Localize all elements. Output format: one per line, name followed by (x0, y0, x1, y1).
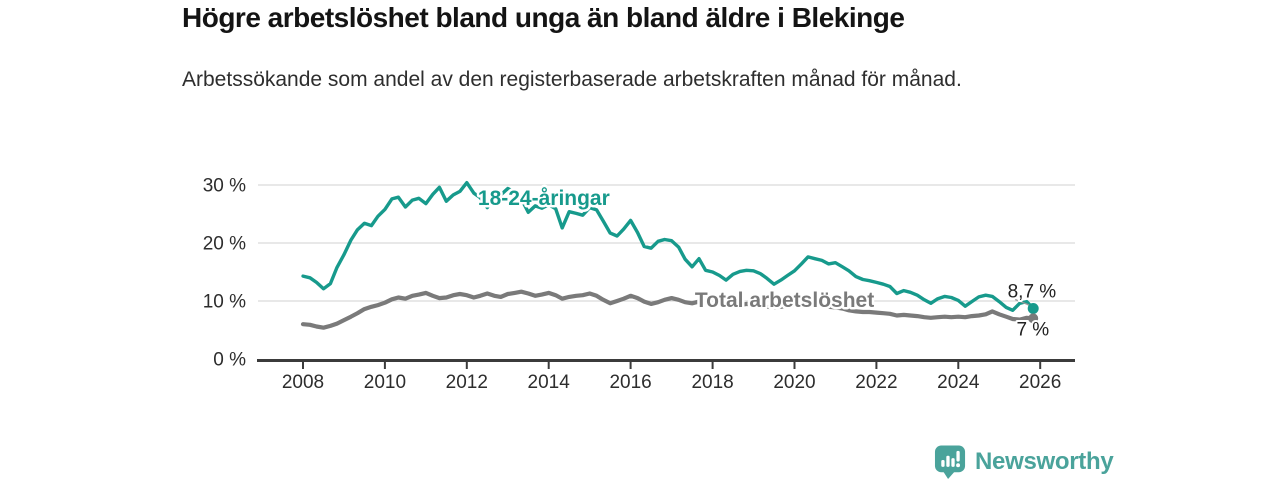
newsworthy-logo[interactable]: Newsworthy (934, 444, 1114, 480)
end-value-label: 8,7 % (1008, 282, 1057, 303)
chart-title: Högre arbetslöshet bland unga än bland ä… (182, 2, 905, 33)
x-tick-label: 2020 (773, 372, 815, 393)
end-dot (1027, 303, 1039, 314)
brand-name: Newsworthy (975, 448, 1114, 475)
annotation-leader-line (1014, 298, 1031, 307)
series-label-total-arbetsl-shet: Total arbetslöshet (695, 289, 874, 312)
x-tick-label: 2010 (364, 372, 406, 393)
series-label-18-24-ringar: 18-24-åringar (478, 187, 610, 210)
series-line-total-arbetsl-shet (300, 289, 1036, 330)
y-tick-label: 30 % (203, 176, 246, 197)
x-tick-label: 2026 (1019, 372, 1061, 393)
y-tick-label: 0 % (213, 350, 246, 371)
end-dot (1028, 313, 1039, 324)
y-tick-label: 10 % (203, 292, 246, 313)
x-tick-label: 2012 (446, 372, 488, 393)
x-tick-label: 2014 (528, 372, 571, 393)
x-tick-label: 2016 (609, 372, 651, 393)
series-line-18-24-ringar (301, 180, 1035, 312)
chart-subtitle: Arbetssökande som andel av den registerb… (182, 68, 962, 91)
x-tick-label: 2024 (937, 372, 980, 393)
newsworthy-bubble-chart-icon (934, 445, 966, 479)
y-tick-label: 20 % (203, 234, 246, 255)
x-tick-label: 2018 (691, 372, 733, 393)
x-tick-label: 2022 (855, 372, 897, 393)
end-value-label: 7 % (1016, 319, 1049, 340)
x-tick-label: 2008 (282, 372, 324, 393)
